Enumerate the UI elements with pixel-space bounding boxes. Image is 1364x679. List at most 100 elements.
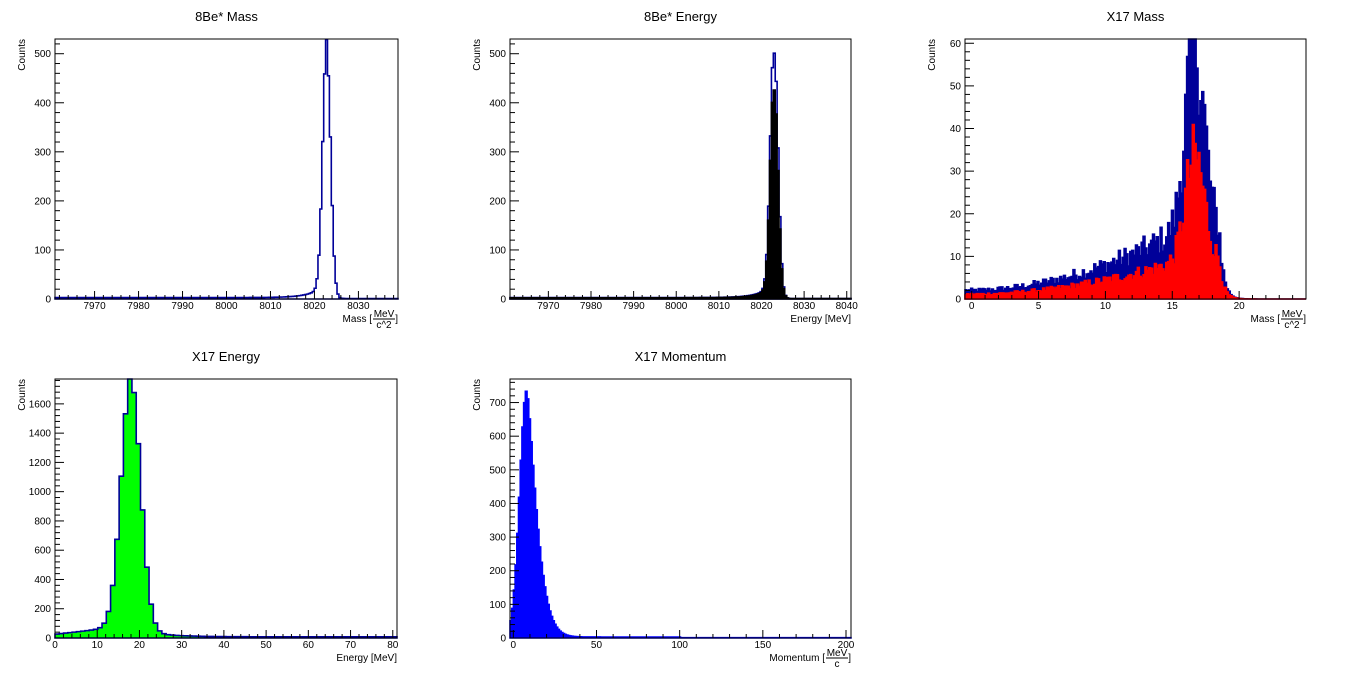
plot-frame [964, 38, 1307, 300]
x-tick-label: 8000 [665, 301, 688, 312]
x-tick-label: 8030 [347, 301, 370, 312]
plot-frame [509, 378, 852, 639]
x-axis-label: Energy [MeV] [790, 314, 851, 325]
histogram-title: X17 Mass [1107, 9, 1165, 24]
x-axis-label-denominator: c^2 [1284, 320, 1300, 331]
x-tick-label: 7990 [622, 301, 645, 312]
histogram-series-1 [964, 38, 1306, 300]
histogram-pad-2: 8Be* Energy 7970 7980 7990 8000 8010 8020 8030 8… [472, 9, 858, 325]
x-tick-label: 8040 [836, 301, 859, 312]
y-tick-label: 400 [34, 575, 51, 586]
x-tick-label: 8030 [793, 301, 816, 312]
x-tick-label: 200 [838, 640, 855, 651]
y-axis-label: Counts [17, 379, 28, 411]
y-tick-label: 400 [34, 98, 51, 109]
x-tick-label: 7990 [171, 301, 194, 312]
x-axis-label-numerator: MeV [374, 309, 395, 320]
plot-frame [509, 38, 852, 300]
x-axis-label: Momentum [ [769, 653, 825, 664]
histogram-pad-5: X17 Momentum 0 50 100 150 200 0 100 200 300 400 500… [472, 349, 855, 670]
y-axis-label: Counts [927, 39, 938, 71]
y-tick-label: 300 [489, 533, 506, 544]
histogram-series-1 [54, 38, 399, 300]
y-tick-label: 500 [489, 465, 506, 476]
x-tick-label: 50 [591, 640, 603, 651]
x-tick-label: 15 [1167, 301, 1179, 312]
y-tick-label: 800 [34, 516, 51, 527]
x-tick-label: 10 [92, 640, 104, 651]
x-tick-label: 8010 [708, 301, 731, 312]
y-tick-label: 1200 [29, 458, 52, 469]
y-tick-label: 20 [950, 209, 962, 220]
plot-frame [54, 38, 399, 300]
x-tick-label: 30 [176, 640, 188, 651]
histogram-series-2 [509, 89, 852, 300]
x-tick-label: 8010 [259, 301, 282, 312]
x-tick-label: 0 [969, 301, 975, 312]
histogram-series-1 [54, 378, 398, 639]
x-axis-label-numerator: MeV [1282, 309, 1303, 320]
y-tick-label: 100 [489, 600, 506, 611]
x-tick-label: 10 [1100, 301, 1112, 312]
y-tick-label: 50 [950, 81, 962, 92]
x-tick-label: 40 [218, 640, 230, 651]
histogram-pad-3: X17 Mass 0 5 10 15 20 0 10 20 30 40 50 60 Counts]MeVc… [927, 9, 1307, 331]
y-tick-label: 0 [500, 295, 506, 306]
y-tick-label: 1600 [29, 399, 52, 410]
x-tick-label: 7970 [537, 301, 560, 312]
y-tick-label: 200 [489, 196, 506, 207]
y-axis-label: Counts [472, 379, 483, 411]
y-tick-label: 1000 [29, 487, 52, 498]
y-tick-label: 300 [34, 147, 51, 158]
y-tick-label: 100 [34, 245, 51, 256]
x-tick-label: 7970 [83, 301, 106, 312]
y-tick-label: 600 [34, 546, 51, 557]
y-tick-label: 1400 [29, 429, 52, 440]
y-tick-label: 0 [45, 634, 51, 645]
x-tick-label: 0 [52, 640, 58, 651]
x-axis-label-suffix: ] [848, 653, 851, 664]
y-tick-label: 600 [489, 432, 506, 443]
x-axis-label: Energy [MeV] [336, 653, 397, 664]
x-tick-label: 150 [754, 640, 771, 651]
y-axis-label: Counts [472, 39, 483, 71]
x-axis-label-suffix: ] [1303, 314, 1306, 325]
histogram-title: 8Be* Mass [195, 9, 258, 24]
y-tick-label: 40 [950, 124, 962, 135]
x-tick-label: 0 [511, 640, 517, 651]
x-tick-label: 70 [345, 640, 357, 651]
x-tick-label: 8020 [750, 301, 773, 312]
histogram-pad-1: 8Be* Mass 7970 7980 7990 8000 8010 8020 8030 0 10… [17, 9, 399, 331]
histogram-series-1 [509, 390, 852, 639]
y-tick-label: 0 [45, 295, 51, 306]
x-tick-label: 20 [134, 640, 146, 651]
y-tick-label: 200 [34, 604, 51, 615]
histogram-series-2 [964, 123, 1306, 300]
x-tick-label: 20 [1234, 301, 1246, 312]
x-axis-label-numerator: MeV [827, 648, 848, 659]
y-tick-label: 500 [34, 49, 51, 60]
x-axis-label-denominator: c [835, 659, 840, 670]
x-tick-label: 8020 [303, 301, 326, 312]
x-axis-label-denominator: c^2 [376, 320, 392, 331]
plot-frame [54, 378, 398, 639]
x-tick-label: 80 [387, 640, 399, 651]
x-tick-label: 7980 [127, 301, 150, 312]
x-axis-label-suffix: ] [395, 314, 398, 325]
y-tick-label: 60 [950, 39, 962, 50]
y-tick-label: 200 [489, 566, 506, 577]
y-axis-label: Counts [17, 39, 28, 71]
y-tick-label: 0 [500, 634, 506, 645]
x-axis-label: Mass [ [343, 314, 373, 325]
y-tick-label: 500 [489, 49, 506, 60]
x-tick-label: 5 [1036, 301, 1042, 312]
y-tick-label: 10 [950, 252, 962, 263]
histogram-title: X17 Energy [192, 349, 260, 364]
x-tick-label: 8000 [215, 301, 238, 312]
y-tick-label: 700 [489, 398, 506, 409]
x-tick-label: 50 [261, 640, 273, 651]
y-tick-label: 300 [489, 147, 506, 158]
y-tick-label: 200 [34, 196, 51, 207]
